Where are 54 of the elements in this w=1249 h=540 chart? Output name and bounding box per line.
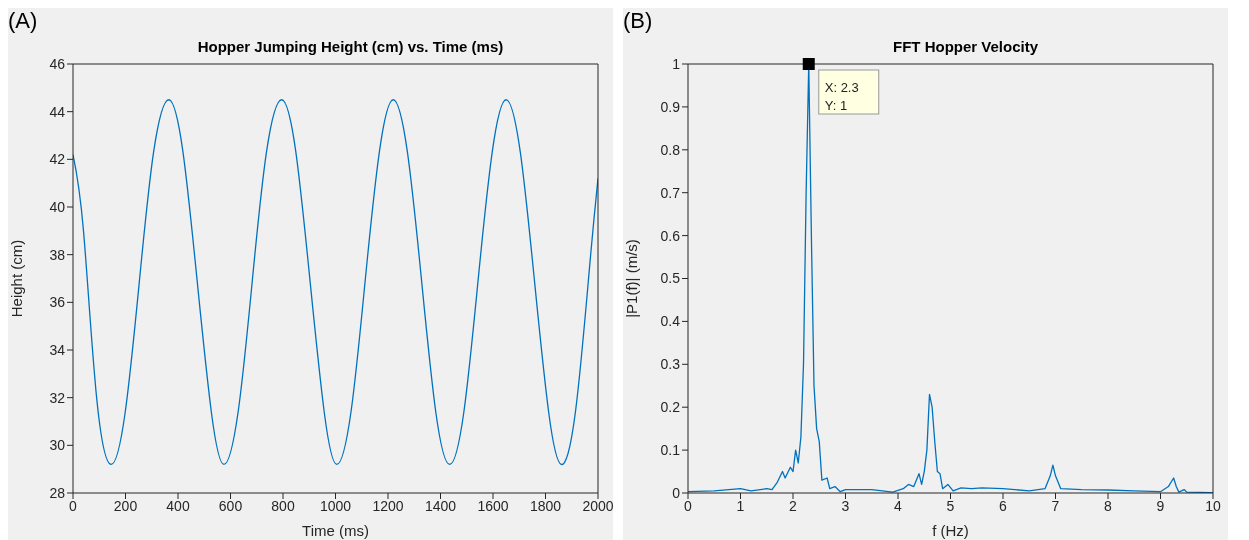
y-tick-label: 0.9 [660, 98, 681, 115]
x-axis-title: Time (ms) [302, 522, 369, 539]
y-tick-label: 0.3 [660, 356, 681, 373]
y-tick-label: 42 [49, 151, 66, 168]
y-tick-label: 0.1 [660, 442, 681, 459]
y-tick-label: 46 [49, 55, 66, 72]
y-axis-title: Height (cm) [8, 239, 26, 318]
line-series [73, 99, 598, 466]
y-tick-label: 30 [49, 437, 66, 454]
x-tick-label: 200 [113, 497, 138, 514]
chart-title: FFT Hopper Velocity [892, 38, 1039, 55]
x-axis-title: f (Hz) [932, 522, 969, 539]
x-tick-label: 10 [1205, 497, 1221, 514]
y-tick-label: 0 [672, 484, 681, 501]
x-tick-label: 1 [736, 497, 745, 514]
y-tick-label: 38 [49, 246, 66, 263]
y-tick-label: 0.7 [660, 184, 681, 201]
x-tick-label: 2000 [582, 497, 614, 514]
x-tick-label: 1000 [319, 497, 352, 514]
x-tick-label: 0 [69, 497, 78, 514]
x-tick-label: 8 [1104, 497, 1113, 514]
x-tick-label: 2 [789, 497, 798, 514]
x-tick-label: 1600 [477, 497, 509, 514]
x-tick-label: 1400 [424, 497, 457, 514]
x-tick-label: 5 [946, 497, 955, 514]
text: (B) [623, 8, 653, 34]
x-tick-label: 400 [166, 497, 190, 514]
x-tick-label: 800 [271, 497, 295, 514]
y-tick-label: 0.6 [660, 227, 681, 244]
x-tick-label: 1200 [372, 497, 404, 514]
y-tick-label: 1 [672, 55, 681, 72]
x-tick-label: 7 [1051, 497, 1060, 514]
x-tick-label: 0 [684, 497, 693, 514]
y-axis-title: |P1(f)| (m/s) [623, 239, 641, 318]
text: (A) [8, 8, 38, 34]
x-tick-label: 1800 [529, 497, 562, 514]
x-tick-label: 9 [1156, 497, 1165, 514]
y-tick-label: 0.2 [660, 399, 681, 416]
annotation: X: 2.3 Y: 1 [824, 80, 859, 113]
x-tick-label: 3 [841, 497, 850, 514]
x-tick-label: 4 [894, 497, 903, 514]
y-tick-label: 32 [49, 389, 66, 406]
y-tick-label: 34 [49, 341, 66, 358]
datatip-callout: X: 2.3 Y: 1 [802, 58, 880, 115]
y-tick-label: 40 [49, 198, 66, 215]
y-tick-label: 0.5 [660, 270, 681, 287]
y-tick-label: 44 [49, 103, 66, 120]
x-tick-label: 6 [999, 497, 1008, 514]
y-tick-label: 28 [49, 484, 66, 501]
y-tick-label: 36 [49, 294, 66, 311]
chart-title: Hopper Jumping Height (cm) vs. Time (ms) [196, 38, 505, 55]
y-tick-label: 0.4 [660, 313, 681, 330]
y-tick-label: 0.8 [660, 141, 681, 158]
x-tick-label: 600 [218, 497, 243, 514]
